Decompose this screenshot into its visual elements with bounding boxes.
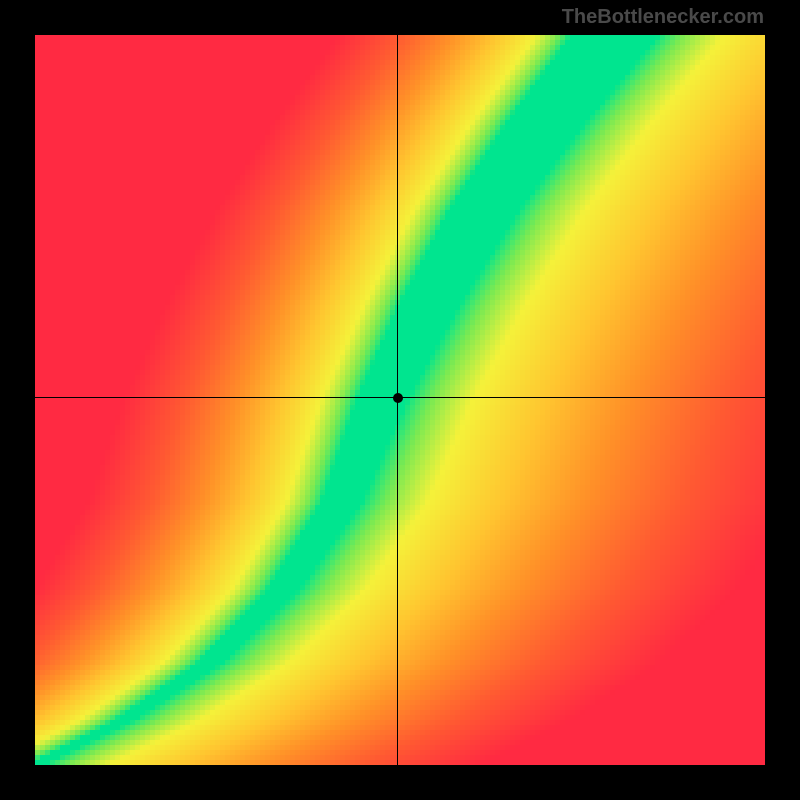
crosshair-marker bbox=[393, 393, 403, 403]
watermark-text: TheBottlenecker.com bbox=[562, 6, 764, 29]
